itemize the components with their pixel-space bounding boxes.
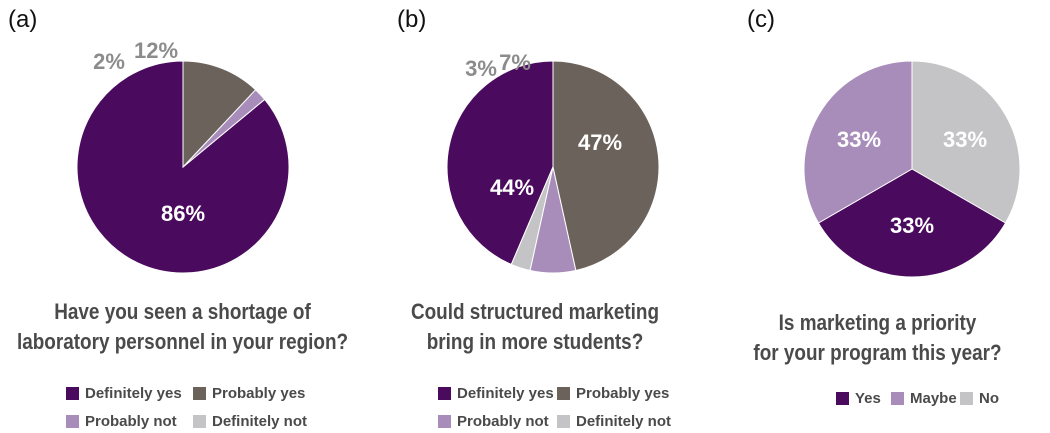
slice-label: 33% <box>943 127 987 152</box>
legend-label: Maybe <box>910 390 957 407</box>
panel-label: (a) <box>8 6 38 33</box>
legend-item: Definitely yes <box>438 385 554 402</box>
question-line: bring in more students? <box>426 329 644 354</box>
question-line: Is marketing a priority <box>778 310 977 335</box>
pie-slice <box>552 60 660 272</box>
legend-item: Definitely yes <box>66 385 182 402</box>
question-line: for your program this year? <box>753 340 1002 365</box>
legend-label: Probably not <box>457 413 549 430</box>
question-line: Could structured marketing <box>410 299 660 324</box>
panel-label: (b) <box>397 6 427 33</box>
legend-swatch <box>438 415 451 428</box>
legend-swatch <box>557 387 570 400</box>
slice-label: 47% <box>578 130 622 155</box>
pie-chart: 86% 2% 12% <box>76 38 290 274</box>
legend-label: Definitely yes <box>457 385 554 402</box>
pie-slice <box>446 60 554 266</box>
legend-swatch <box>836 392 849 405</box>
chart-panel-c: (c) 33% 33% 33% Is marketing a priority fo… <box>705 0 1050 433</box>
slice-label: 33% <box>890 213 934 238</box>
legend-item: Maybe <box>891 390 957 407</box>
legend-swatch <box>438 387 451 400</box>
pie-chart: 33% 33% 33% <box>803 60 1021 278</box>
legend-label: No <box>979 390 999 407</box>
panel-label: (c) <box>747 6 775 33</box>
pie-slice <box>803 60 913 224</box>
chart-panel-b: (b) 44% 3% 7% 47% Could structured marketin… <box>365 0 705 433</box>
legend-label: Definitely not <box>576 413 672 430</box>
slice-label: 86% <box>161 201 205 226</box>
slice-label: 3% <box>465 56 497 81</box>
question-line: laboratory personnel in your region? <box>16 329 349 354</box>
legend-label: Definitely not <box>212 413 308 430</box>
legend-label: Probably not <box>85 413 177 430</box>
chart-question: Is marketing a priority for your program… <box>729 308 1026 368</box>
slice-label: 44% <box>490 175 534 200</box>
pie-slice <box>817 168 1007 278</box>
legend-swatch <box>557 415 570 428</box>
legend-label: Probably yes <box>576 385 670 402</box>
legend-item: Definitely not <box>193 413 307 430</box>
legend-swatch <box>66 415 79 428</box>
legend-item: Probably not <box>66 413 177 430</box>
legend-swatch <box>193 415 206 428</box>
legend-label: Definitely yes <box>85 385 182 402</box>
chart-panel-a: (a) 86% 2% 12% Have you seen a shortage of… <box>0 0 365 433</box>
chart-question: Could structured marketing bring in more… <box>389 297 681 357</box>
slice-label: 7% <box>499 50 531 75</box>
legend-swatch <box>193 387 206 400</box>
legend-item: Probably yes <box>557 385 669 402</box>
pie-slice <box>182 60 257 169</box>
question-line: Have you seen a shortage of <box>54 299 311 324</box>
legend-swatch <box>66 387 79 400</box>
legend-swatch <box>960 392 973 405</box>
slice-label: 2% <box>93 49 125 74</box>
slice-label: 33% <box>837 127 881 152</box>
slice-label: 12% <box>134 38 178 63</box>
pie-slice <box>911 60 1021 224</box>
legend-label: Yes <box>855 390 881 407</box>
legend-item: Probably not <box>438 413 549 430</box>
legend-item: Probably yes <box>193 385 305 402</box>
legend-item: Definitely not <box>557 413 671 430</box>
chart-question: Have you seen a shortage of laboratory p… <box>17 297 348 357</box>
legend-swatch <box>891 392 904 405</box>
legend-label: Probably yes <box>212 385 306 402</box>
pie-chart: 44% 3% 7% 47% <box>446 50 660 274</box>
legend-item: No <box>960 390 999 407</box>
legend-item: Yes <box>836 390 881 407</box>
